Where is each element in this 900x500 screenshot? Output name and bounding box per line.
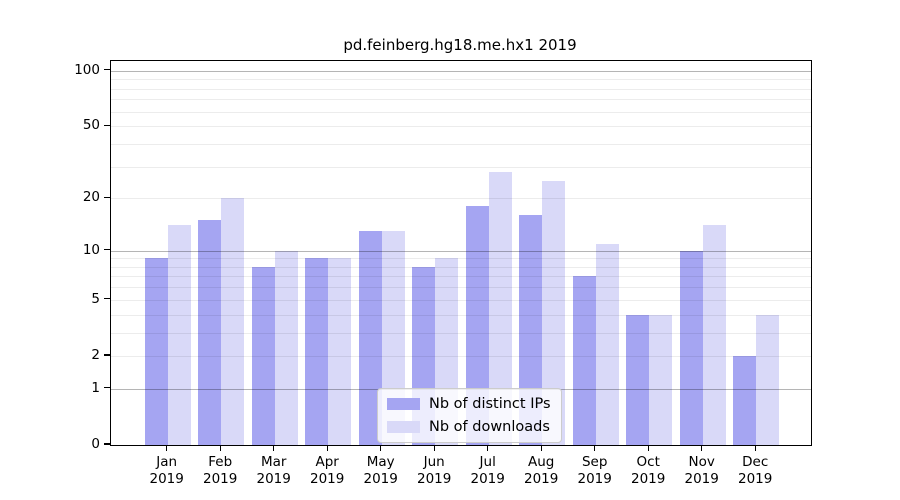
minor-gridline	[111, 79, 811, 81]
y-tick-mark	[104, 443, 110, 445]
legend-item-distinct-ips: Nb of distinct IPs	[387, 396, 551, 412]
minor-gridline	[111, 355, 811, 357]
y-tick-mark	[104, 387, 110, 389]
y-tick-label: 100	[74, 61, 100, 78]
x-tick-label: Oct 2019	[631, 454, 666, 487]
bar-distinct-ips-jan	[144, 258, 168, 445]
y-tick-mark	[104, 354, 110, 356]
minor-gridline	[111, 299, 811, 301]
bar-distinct-ips-may	[358, 231, 382, 445]
x-tick-label: Nov 2019	[684, 454, 719, 487]
bar-downloads-jul	[488, 172, 512, 445]
minor-gridline	[111, 314, 811, 316]
minor-gridline	[111, 166, 811, 168]
y-tick-label: 1	[91, 379, 100, 396]
x-tick-mark	[754, 445, 756, 451]
x-tick-mark	[487, 445, 489, 451]
bar-downloads-oct	[649, 314, 673, 445]
minor-gridline	[111, 99, 811, 101]
x-tick-mark	[433, 445, 435, 451]
minor-gridline	[111, 266, 811, 268]
minor-gridline	[111, 276, 811, 278]
y-tick-mark	[104, 248, 110, 251]
x-tick-label: Jun 2019	[417, 454, 452, 487]
x-tick-label: Aug 2019	[524, 454, 559, 487]
y-tick-mark	[104, 196, 110, 198]
x-tick-mark	[166, 445, 168, 451]
x-tick-mark	[219, 445, 221, 451]
y-tick-label: 5	[91, 290, 100, 307]
x-tick-label: Jan 2019	[149, 454, 184, 487]
y-tick-label: 20	[82, 189, 100, 206]
bar-distinct-ips-apr	[305, 258, 329, 445]
minor-gridline	[111, 287, 811, 289]
major-gridline	[111, 70, 811, 72]
legend-swatch-downloads	[387, 420, 420, 434]
minor-gridline	[111, 88, 811, 90]
bar-downloads-sep	[595, 243, 619, 445]
bar-downloads-apr	[328, 258, 352, 445]
x-tick-label: Feb 2019	[203, 454, 238, 487]
bar-downloads-mar	[274, 250, 298, 445]
legend-item-downloads: Nb of downloads	[387, 419, 551, 435]
legend: Nb of distinct IPs Nb of downloads	[377, 388, 562, 443]
minor-gridline	[111, 258, 811, 260]
minor-gridline	[111, 198, 811, 200]
bar-distinct-ips-oct	[626, 314, 650, 445]
bar-distinct-ips-aug	[519, 215, 543, 445]
legend-swatch-distinct-ips	[387, 397, 420, 411]
x-tick-mark	[647, 445, 649, 451]
x-tick-mark	[701, 445, 703, 451]
bar-distinct-ips-jul	[465, 206, 489, 445]
x-tick-mark	[540, 445, 542, 451]
bar-downloads-nov	[702, 225, 726, 445]
bar-distinct-ips-dec	[733, 355, 757, 445]
x-tick-label: Dec 2019	[738, 454, 773, 487]
x-tick-label: May 2019	[363, 454, 398, 487]
bar-downloads-aug	[542, 180, 566, 445]
legend-label-downloads: Nb of downloads	[429, 419, 550, 435]
y-tick-label: 10	[82, 241, 100, 258]
minor-gridline	[111, 111, 811, 113]
plot-area: Nb of distinct IPs Nb of downloads	[110, 60, 812, 446]
x-tick-label: Apr 2019	[310, 454, 345, 487]
bar-downloads-dec	[756, 314, 780, 445]
x-tick-mark	[273, 445, 275, 451]
minor-gridline	[111, 126, 811, 128]
minor-gridline	[111, 143, 811, 145]
x-tick-label: Sep 2019	[577, 454, 612, 487]
minor-gridline	[111, 332, 811, 334]
bar-distinct-ips-feb	[198, 220, 222, 445]
bar-distinct-ips-mar	[251, 266, 275, 445]
y-tick-label: 2	[91, 346, 100, 363]
x-tick-mark	[594, 445, 596, 451]
x-tick-mark	[380, 445, 382, 451]
y-tick-label: 50	[82, 117, 100, 134]
bar-distinct-ips-sep	[572, 276, 596, 445]
chart-title: pd.feinberg.hg18.me.hx1 2019	[343, 36, 577, 54]
legend-label-distinct-ips: Nb of distinct IPs	[429, 396, 551, 412]
major-gridline	[111, 250, 811, 252]
y-tick-mark	[104, 124, 110, 126]
bar-downloads-feb	[221, 198, 245, 445]
x-tick-label: Jul 2019	[470, 454, 505, 487]
y-tick-mark	[104, 69, 110, 71]
y-tick-label: 0	[91, 436, 100, 452]
x-tick-mark	[326, 445, 328, 451]
bar-distinct-ips-nov	[679, 250, 703, 445]
y-tick-mark	[104, 298, 110, 300]
bar-downloads-jan	[167, 225, 191, 445]
x-tick-label: Mar 2019	[256, 454, 291, 487]
